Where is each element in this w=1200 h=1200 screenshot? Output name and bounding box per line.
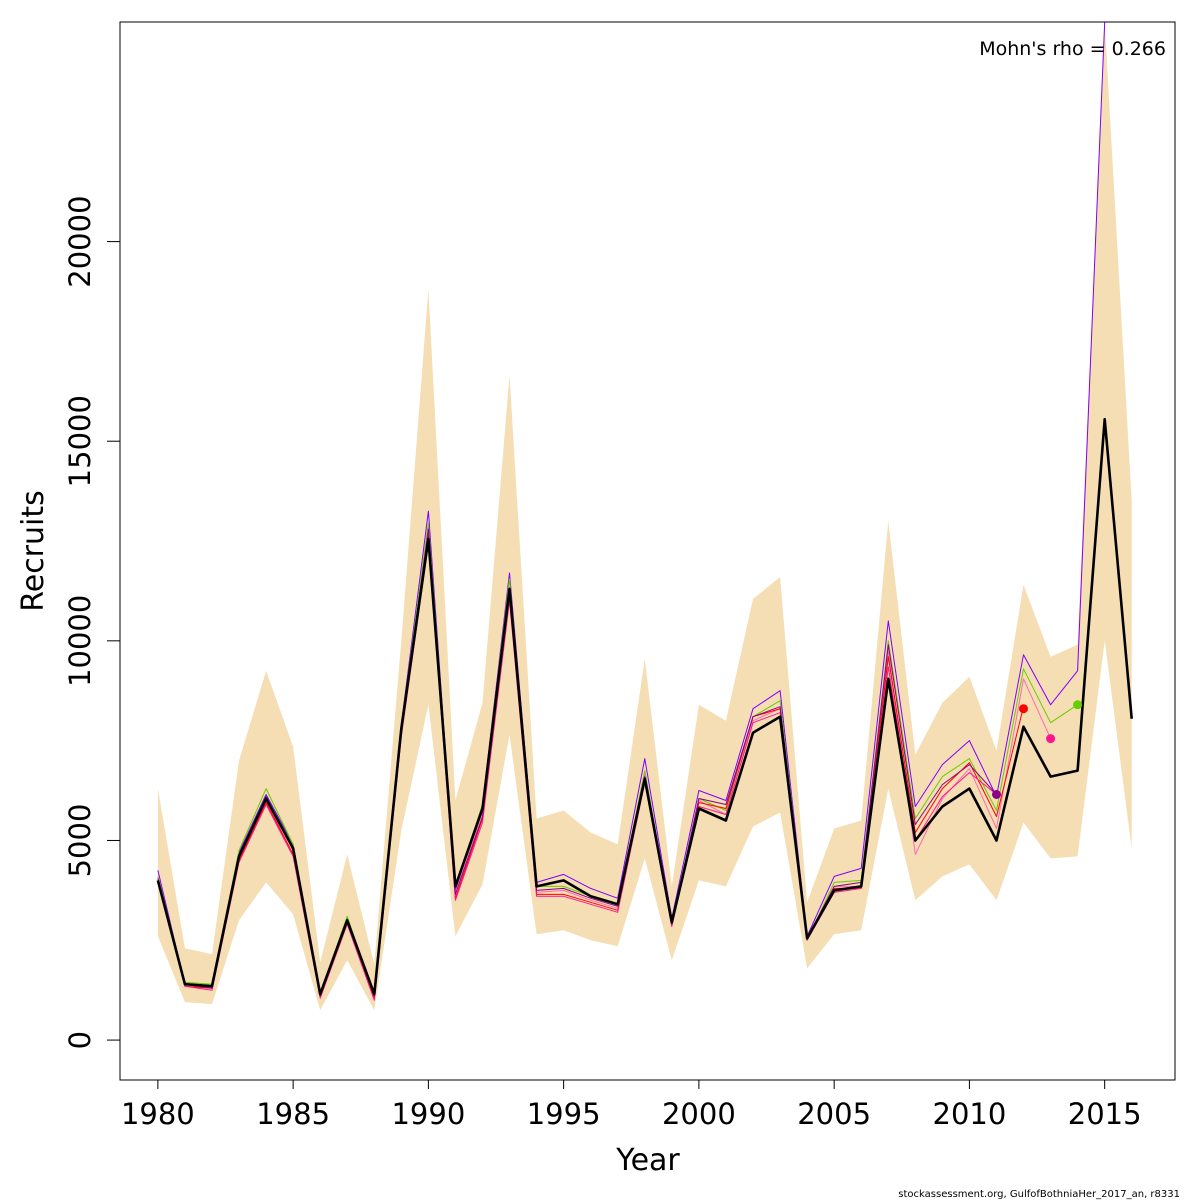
terminal-points-layer bbox=[992, 700, 1083, 799]
mohns-rho-annotation: Mohn's rho = 0.266 bbox=[979, 38, 1166, 60]
y-tick-label: 20000 bbox=[63, 195, 97, 287]
x-tick-label: 2015 bbox=[1068, 1097, 1142, 1131]
terminal-point-2014 bbox=[1073, 700, 1083, 710]
series-line-peel_1 bbox=[157, 542, 997, 1001]
x-tick-label: 2000 bbox=[662, 1097, 736, 1131]
x-axis-title: Year bbox=[615, 1143, 680, 1178]
x-tick-label: 2005 bbox=[797, 1097, 871, 1131]
y-axis: 0 5000 10000 15000 20000 bbox=[63, 195, 121, 1049]
confidence-band bbox=[157, 22, 1132, 1011]
x-tick-label: 1985 bbox=[256, 1097, 330, 1131]
y-axis-title: Recruits bbox=[16, 490, 51, 612]
terminal-point-2012 bbox=[1019, 704, 1028, 714]
x-tick-label: 1995 bbox=[527, 1097, 601, 1131]
y-tick-label: 0 bbox=[63, 1031, 97, 1049]
terminal-point-2013 bbox=[1046, 734, 1056, 744]
plot-area bbox=[156, 22, 1133, 1011]
source-credit: stockassessment.org, GulfofBothniaHer_20… bbox=[898, 1189, 1180, 1200]
y-tick-label: 15000 bbox=[63, 395, 97, 487]
x-axis: 1980 1985 1990 1995 2000 2005 2010 2015 bbox=[121, 1079, 1142, 1131]
x-tick-label: 1990 bbox=[391, 1097, 465, 1131]
series-line-base bbox=[156, 417, 1133, 996]
x-tick-label: 2010 bbox=[933, 1097, 1007, 1131]
terminal-point-2011 bbox=[992, 790, 1001, 799]
confidence-band-layer bbox=[157, 22, 1132, 1011]
y-tick-label: 5000 bbox=[63, 804, 97, 878]
y-tick-label: 10000 bbox=[63, 595, 97, 687]
series-layer bbox=[156, 22, 1133, 1001]
x-tick-label: 1980 bbox=[121, 1097, 195, 1131]
